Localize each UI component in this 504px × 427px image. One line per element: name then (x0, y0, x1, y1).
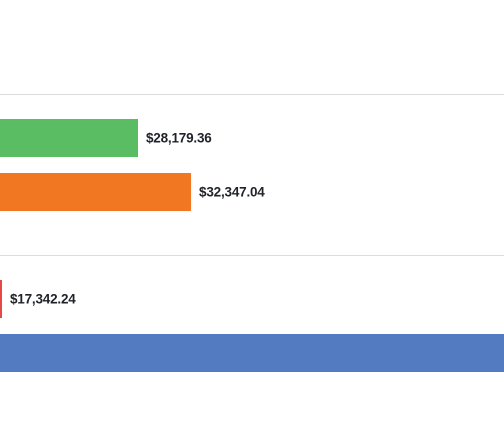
bar-value-label: $17,342.24 (10, 292, 76, 307)
bar-value-label: $28,179.36 (146, 131, 212, 146)
bars-layer: $28,179.36 $32,347.04 $17,342.24 (0, 119, 504, 372)
bar (0, 280, 2, 318)
bar (0, 173, 192, 211)
bar (0, 334, 504, 372)
bar-value-label: $32,347.04 (199, 185, 265, 200)
bar (0, 119, 138, 157)
